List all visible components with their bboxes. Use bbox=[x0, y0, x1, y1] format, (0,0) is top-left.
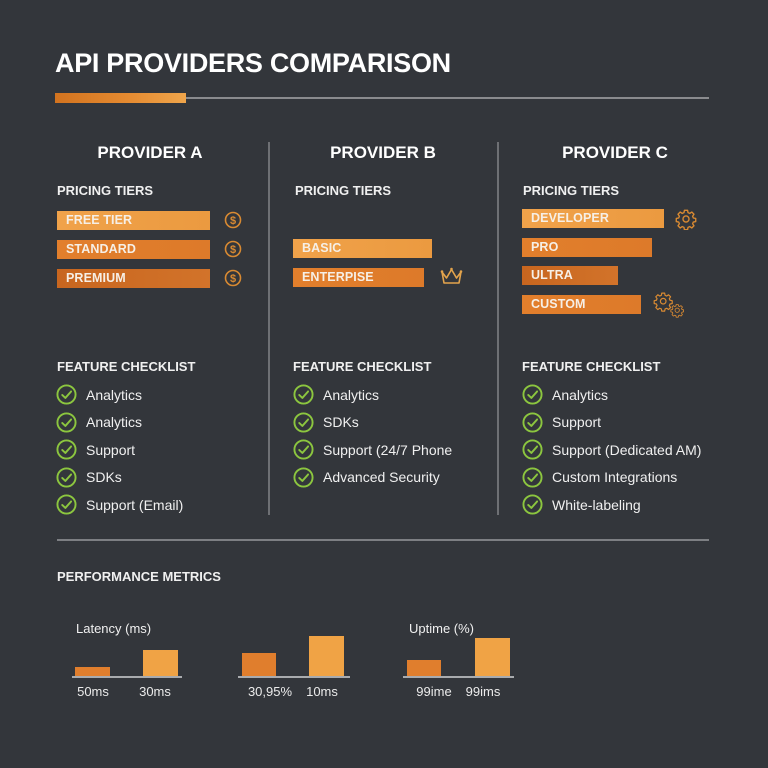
title-accent-bar bbox=[55, 93, 186, 103]
feature-list: Analytics SDKs Support (24/7 Phone Advan… bbox=[293, 381, 452, 491]
check-circle-icon bbox=[522, 439, 543, 460]
feature-item: Support bbox=[56, 436, 183, 464]
chart-baseline bbox=[403, 676, 514, 678]
feature-label: Analytics bbox=[86, 386, 143, 403]
feature-label: Custom Integrations bbox=[552, 469, 678, 486]
feature-item: Analytics bbox=[56, 381, 183, 409]
feature-item: Analytics bbox=[293, 381, 452, 409]
tier-basic[interactable]: BASIC bbox=[293, 239, 432, 258]
feature-item: Support bbox=[522, 409, 701, 437]
dollar-coin-icon: $ bbox=[224, 211, 242, 229]
chart-bar bbox=[143, 650, 178, 677]
pricing-tiers-label: PRICING TIERS bbox=[57, 183, 154, 198]
column-divider bbox=[497, 142, 499, 515]
pricing-tiers-label: PRICING TIERS bbox=[523, 183, 620, 198]
chart-title: Uptime (%) bbox=[409, 621, 475, 636]
check-circle-icon bbox=[293, 467, 314, 488]
gears-icon bbox=[653, 292, 684, 318]
chart-tick-label: 30,95% bbox=[247, 684, 293, 699]
page-title: API PROVIDERS COMPARISON bbox=[55, 48, 451, 78]
section-divider bbox=[57, 539, 709, 541]
feature-checklist-label: FEATURE CHECKLIST bbox=[293, 359, 432, 374]
chart-tick-label: 30ms bbox=[139, 684, 171, 699]
chart-baseline bbox=[238, 676, 350, 678]
feature-item: Custom Integrations bbox=[522, 464, 701, 492]
pricing-tiers-label: PRICING TIERS bbox=[295, 183, 392, 198]
provider-title: PROVIDER A bbox=[97, 143, 203, 162]
provider-title: PROVIDER C bbox=[562, 143, 668, 162]
check-circle-icon bbox=[522, 384, 543, 405]
title-underline bbox=[186, 97, 709, 99]
check-circle-icon bbox=[56, 467, 77, 488]
tier-free[interactable]: FREE TIER bbox=[57, 211, 210, 230]
check-circle-icon bbox=[293, 384, 314, 405]
check-circle-icon bbox=[293, 412, 314, 433]
check-circle-icon bbox=[522, 494, 543, 515]
check-circle-icon bbox=[56, 439, 77, 460]
tier-custom[interactable]: CUSTOM bbox=[522, 295, 641, 314]
check-circle-icon bbox=[56, 412, 77, 433]
feature-item: Analytics bbox=[56, 409, 183, 437]
feature-label: Advanced Security bbox=[323, 469, 440, 486]
feature-label: Support (Email) bbox=[86, 496, 184, 513]
feature-item: SDKs bbox=[293, 409, 452, 437]
feature-label: Analytics bbox=[323, 386, 380, 403]
feature-list: Analytics Support Support (Dedicated AM)… bbox=[522, 381, 701, 519]
chart-bar bbox=[475, 638, 510, 677]
check-circle-icon bbox=[293, 439, 314, 460]
feature-label: Support bbox=[86, 441, 136, 458]
column-divider bbox=[268, 142, 270, 515]
feature-label: Analytics bbox=[86, 414, 143, 431]
feature-item: SDKs bbox=[56, 464, 183, 492]
svg-text:$: $ bbox=[230, 273, 236, 285]
chart-baseline bbox=[72, 676, 182, 678]
feature-item: Support (Email) bbox=[56, 491, 183, 519]
feature-label: Support (24/7 Phone bbox=[323, 441, 453, 458]
tier-ultra[interactable]: ULTRA bbox=[522, 266, 618, 285]
tier-standard[interactable]: STANDARD bbox=[57, 240, 210, 259]
check-circle-icon bbox=[522, 467, 543, 488]
feature-label: Analytics bbox=[552, 386, 609, 403]
crown-icon bbox=[440, 267, 463, 284]
dollar-coin-icon: $ bbox=[224, 269, 242, 287]
check-circle-icon bbox=[522, 412, 543, 433]
feature-checklist-label: FEATURE CHECKLIST bbox=[57, 359, 196, 374]
check-circle-icon bbox=[56, 494, 77, 515]
feature-label: SDKs bbox=[86, 469, 122, 486]
chart-bar bbox=[309, 636, 344, 677]
feature-label: Support (Dedicated AM) bbox=[552, 441, 702, 458]
svg-text:$: $ bbox=[230, 244, 236, 256]
feature-checklist-label: FEATURE CHECKLIST bbox=[522, 359, 661, 374]
gear-icon bbox=[675, 209, 697, 230]
provider-title: PROVIDER B bbox=[330, 143, 436, 162]
tier-premium[interactable]: PREMIUM bbox=[57, 269, 210, 288]
tier-pro[interactable]: PRO bbox=[522, 238, 652, 257]
chart-tick-label: 10ms bbox=[306, 684, 338, 699]
feature-list: Analytics Analytics Support SDKs Support… bbox=[56, 381, 183, 519]
feature-item: White-labeling bbox=[522, 491, 701, 519]
svg-text:$: $ bbox=[230, 215, 236, 227]
feature-item: Analytics bbox=[522, 381, 701, 409]
feature-label: White-labeling bbox=[552, 496, 641, 513]
chart-tick-label: 99ime bbox=[416, 684, 452, 699]
chart-bar bbox=[407, 660, 441, 677]
feature-item: Support (Dedicated AM) bbox=[522, 436, 701, 464]
tier-developer[interactable]: DEVELOPER bbox=[522, 209, 664, 228]
tier-enterprise[interactable]: ENTERPISE bbox=[293, 268, 424, 287]
chart-bar bbox=[242, 653, 276, 677]
chart-title: Latency (ms) bbox=[76, 621, 152, 636]
chart-tick-label: 50ms bbox=[77, 684, 109, 699]
chart-bar bbox=[75, 667, 110, 677]
check-circle-icon bbox=[56, 384, 77, 405]
feature-item: Support (24/7 Phone bbox=[293, 436, 452, 464]
performance-metrics-title: PERFORMANCE METRICS bbox=[57, 569, 221, 584]
dollar-coin-icon: $ bbox=[224, 240, 242, 258]
chart-tick-label: 99ims bbox=[465, 684, 501, 699]
feature-label: Support bbox=[552, 414, 602, 431]
feature-label: SDKs bbox=[323, 414, 359, 431]
feature-item: Advanced Security bbox=[293, 464, 452, 492]
